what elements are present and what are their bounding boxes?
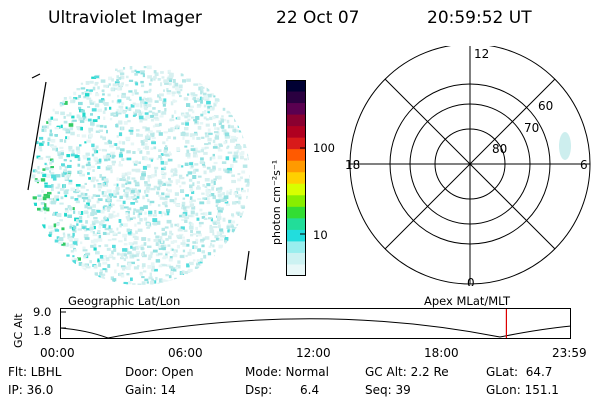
timeline-xtick-2359: 23:59 (552, 346, 587, 360)
timeline-xtick-1800: 18:00 (424, 346, 459, 360)
timeline-y-label: GC Alt (12, 313, 25, 348)
limb-tick-top (31, 73, 41, 79)
mlt-label-6: 6 (580, 158, 588, 172)
mlt-label-0: 0 (467, 276, 475, 286)
status-flt: Flt: LBHL (8, 365, 62, 379)
colorbar-tick-100: 100 (313, 141, 335, 155)
timeline-xtick-1200: 12:00 (296, 346, 331, 360)
timeline-right-label: Apex MLat/MLT (424, 294, 511, 308)
timeline-xtick-0000: 00:00 (40, 346, 75, 360)
image-time: 20:59:52 UT (427, 8, 532, 28)
geographic-image (27, 65, 250, 285)
status-door: Door: Open (125, 365, 194, 379)
status-dsp-label: Dsp: (245, 383, 273, 397)
limb-line-bottom-right (244, 250, 250, 281)
colorbar (286, 80, 306, 277)
mlt-label-12: 12 (474, 47, 489, 61)
status-mode: Mode: Normal (245, 365, 329, 379)
altitude-curve (60, 318, 572, 339)
timeline-ytick-9: 9.0 (33, 305, 52, 319)
status-ip: IP: 36.0 (8, 383, 54, 397)
image-date: 22 Oct 07 (276, 8, 360, 28)
timeline-xtick-0600: 06:00 (168, 346, 203, 360)
lat-label-80: 80 (492, 142, 507, 156)
limb-line-left (27, 81, 47, 191)
status-gain: Gain: 14 (125, 383, 176, 397)
status-dsp-value: 6.4 (300, 383, 320, 397)
status-glon: GLon: 151.1 (486, 383, 559, 397)
colorbar-unit-label: photon cm⁻²s⁻¹ (270, 159, 283, 245)
auroral-patch (559, 132, 571, 160)
status-gc-alt: GC Alt: 2.2 Re (365, 365, 449, 379)
status-glat: GLat: 64.7 (486, 365, 553, 379)
altitude-timeline (60, 308, 572, 339)
mlt-label-18: 18 (345, 158, 360, 172)
colorbar-tick-10: 10 (313, 228, 328, 242)
lat-label-70: 70 (524, 121, 539, 135)
status-seq: Seq: 39 (365, 383, 411, 397)
instrument-title: Ultraviolet Imager (48, 8, 202, 28)
polar-mlt-plot: 12 18 6 0 60 70 80 (345, 46, 591, 286)
lat-label-60: 60 (538, 99, 553, 113)
timeline-left-label: Geographic Lat/Lon (68, 294, 181, 308)
colorbar-gradient (286, 80, 306, 277)
timeline-ytick-1-8: 1.8 (33, 324, 52, 338)
